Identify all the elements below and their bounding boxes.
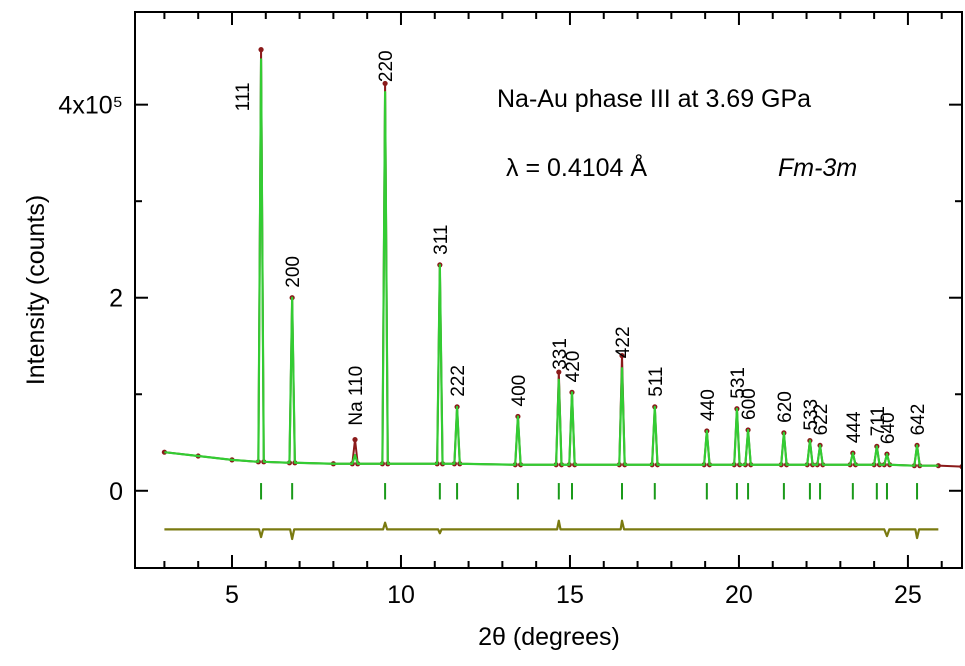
x-tick-label: 25	[894, 581, 922, 609]
hkl-label: 311	[431, 225, 452, 255]
hkl-label: 531	[728, 367, 749, 399]
plot-frame	[134, 11, 963, 569]
data-point	[382, 80, 388, 87]
data-point	[935, 463, 941, 469]
plot-area	[161, 47, 962, 541]
data-point	[352, 437, 358, 443]
x-axis-label: 2θ (degrees)	[478, 623, 620, 651]
hkl-label: 642	[908, 404, 929, 436]
hkl-label: 440	[698, 389, 719, 421]
hkl-label: 220	[376, 50, 397, 82]
data-point	[258, 47, 264, 53]
y-axis-label: Intensity (counts)	[22, 195, 50, 385]
series-line	[164, 519, 939, 541]
data-point	[556, 369, 562, 375]
y-tick-label: 0	[109, 478, 123, 506]
hkl-label: 600	[739, 388, 760, 420]
annotation: λ = 0.4104 Å	[506, 152, 647, 182]
x-tick-label: 10	[387, 581, 415, 609]
hkl-label: 222	[448, 365, 469, 397]
x-tick-label: 5	[225, 581, 239, 609]
hkl-label: 420	[563, 351, 584, 383]
hkl-label: 620	[775, 391, 796, 423]
extra-peak-label: Na 110	[346, 366, 367, 426]
annotation: Na-Au phase III at 3.69 GPa	[497, 85, 811, 113]
hkl-label: 640	[878, 412, 899, 444]
hkl-label: 711	[868, 406, 889, 436]
hkl-label: 511	[646, 367, 667, 397]
hkl-label: 200	[283, 256, 304, 288]
hkl-label: 331	[550, 338, 571, 370]
y-tick-label: 4x10⁵	[58, 92, 123, 120]
hkl-label: 400	[509, 375, 530, 407]
hkl-label: 422	[613, 326, 634, 358]
series-line	[164, 58, 939, 467]
hkl-label: 622	[811, 404, 832, 436]
data-point	[619, 353, 625, 359]
hkl-label: 111	[233, 82, 254, 111]
hkl-label: 533	[801, 399, 822, 431]
x-tick-label: 15	[556, 581, 584, 609]
annotation: Fm-3m	[778, 154, 857, 182]
y-tick-label: 2	[109, 285, 123, 313]
x-tick-label: 20	[725, 581, 753, 609]
hkl-label: 444	[844, 411, 865, 443]
